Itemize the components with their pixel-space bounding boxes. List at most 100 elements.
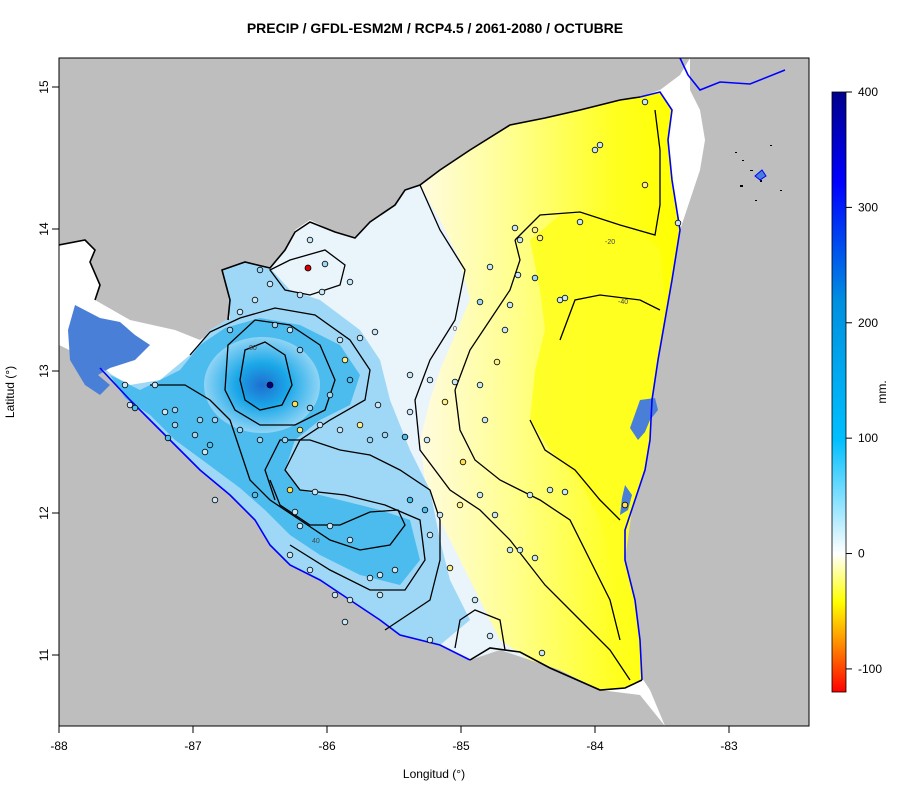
- station-point: [337, 427, 343, 433]
- station-point: [347, 279, 353, 285]
- station-point: [407, 372, 413, 378]
- station-point: [515, 272, 521, 278]
- station-point: [375, 402, 381, 408]
- station-point: [257, 267, 263, 273]
- station-point: [422, 507, 428, 513]
- station-point: [367, 575, 373, 581]
- station-point: [492, 512, 498, 518]
- station-point: [367, 437, 373, 443]
- station-point: [212, 417, 218, 423]
- station-point: [319, 289, 325, 295]
- station-point: [517, 547, 523, 553]
- station-point: [327, 523, 333, 529]
- station-point: [482, 417, 488, 423]
- station-point: [460, 459, 466, 465]
- station-point: [282, 437, 288, 443]
- station-point: [442, 399, 448, 405]
- station-point: [402, 434, 408, 440]
- station-point: [192, 432, 198, 438]
- station-point: [592, 147, 598, 153]
- x-tick-label: -85: [452, 739, 470, 753]
- station-point: [252, 492, 258, 498]
- station-point: [307, 405, 313, 411]
- station-point: [307, 567, 313, 573]
- station-point: [347, 377, 353, 383]
- y-tick-label: 12: [37, 506, 51, 520]
- station-point: [267, 281, 273, 287]
- station-point: [197, 417, 203, 423]
- station-point: [642, 99, 648, 105]
- y-tick-label: 13: [37, 364, 51, 378]
- station-point: [562, 295, 568, 301]
- station-point: [642, 182, 648, 188]
- station-point: [512, 225, 518, 231]
- contour-label: 0: [453, 326, 457, 333]
- x-tick-label: -84: [586, 739, 604, 753]
- station-point: [392, 567, 398, 573]
- station-point: [287, 327, 293, 333]
- station-point: [305, 265, 311, 271]
- y-tick-label: 15: [37, 80, 51, 94]
- station-point: [172, 407, 178, 413]
- x-tick-label: -86: [318, 739, 336, 753]
- station-point: [427, 637, 433, 643]
- station-point: [562, 489, 568, 495]
- station-point: [427, 377, 433, 383]
- contour-label: 80: [249, 345, 257, 352]
- y-axis-label: Latitud (°): [3, 366, 17, 418]
- colorbar-tick-label: 0: [858, 547, 865, 561]
- station-point: [532, 555, 538, 561]
- x-axis: -88 -87 -86 -85 -84 -83: [50, 726, 738, 753]
- station-point: [297, 347, 303, 353]
- station-point: [487, 264, 493, 270]
- station-point: [447, 565, 453, 571]
- station-point: [207, 442, 213, 448]
- station-point: [297, 523, 303, 529]
- y-tick-label: 11: [37, 648, 51, 661]
- station-point: [477, 382, 483, 388]
- station-point: [127, 402, 133, 408]
- station-point: [622, 502, 628, 508]
- station-point: [292, 401, 298, 407]
- station-point: [317, 422, 323, 428]
- station-point: [377, 572, 383, 578]
- map-panel: -20 -40 0 40 80: [59, 58, 809, 726]
- station-point: [597, 142, 603, 148]
- station-point: [347, 597, 353, 603]
- station-point: [322, 261, 328, 267]
- station-point: [287, 487, 293, 493]
- contour-label: -20: [605, 239, 615, 246]
- station-point: [342, 357, 348, 363]
- station-point: [452, 379, 458, 385]
- station-point: [152, 382, 158, 388]
- colorbar-tick-label: -100: [858, 662, 882, 676]
- station-point: [517, 237, 523, 243]
- station-point: [372, 329, 378, 335]
- colorbar-tick-label: 200: [858, 316, 878, 330]
- y-axis: 11 12 13 14 15: [37, 80, 59, 661]
- station-point: [227, 327, 233, 333]
- station-point: [477, 492, 483, 498]
- station-point: [257, 437, 263, 443]
- colorbar-tick-label: 300: [858, 200, 878, 214]
- station-point: [407, 409, 413, 415]
- station-point: [547, 487, 553, 493]
- station-point: [252, 297, 258, 303]
- station-point: [237, 427, 243, 433]
- station-point: [494, 359, 500, 365]
- station-point: [527, 492, 533, 498]
- colorbar-unit-label: mm.: [875, 380, 889, 403]
- station-point: [424, 437, 430, 443]
- station-point: [532, 275, 538, 281]
- station-point: [332, 592, 338, 598]
- station-point: [537, 235, 543, 241]
- station-point: [342, 619, 348, 625]
- station-point: [532, 227, 538, 233]
- contour-label: 40: [312, 538, 320, 545]
- station-point: [357, 422, 363, 428]
- station-point: [347, 537, 353, 543]
- station-point: [577, 219, 583, 225]
- station-point: [337, 337, 343, 343]
- station-point: [297, 427, 303, 433]
- station-point: [287, 552, 293, 558]
